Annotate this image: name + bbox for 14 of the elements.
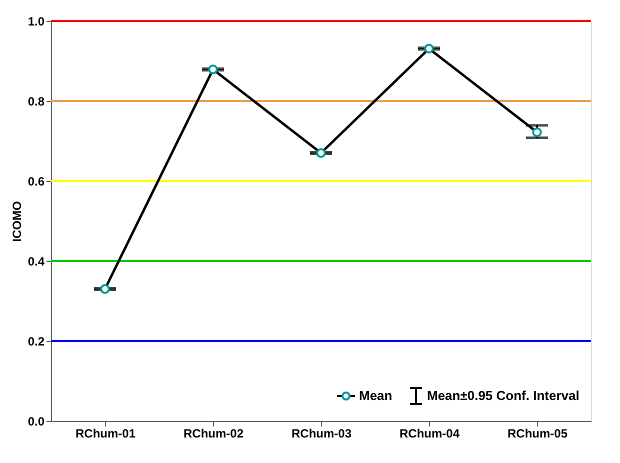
x-tick-label: RChum-01 xyxy=(75,426,136,440)
y-axis-title: ICOMO xyxy=(10,201,24,242)
annotation: Mean±0.95 Conf. Interval xyxy=(427,388,580,403)
y-tick-label: 0.4 xyxy=(28,254,45,268)
y-tick-label: 0.6 xyxy=(28,174,45,188)
x-tick-label: RChum-05 xyxy=(507,426,568,440)
y-tick-label: 0.2 xyxy=(28,334,45,348)
x-tick-label: RChum-03 xyxy=(291,426,352,440)
y-tick-label: 1.0 xyxy=(28,14,45,28)
y-tick-label: 0.0 xyxy=(28,414,45,428)
y-tick-label: 0.8 xyxy=(28,94,45,108)
x-tick-label: RChum-04 xyxy=(399,426,460,440)
legend-label: Mean xyxy=(359,388,392,403)
x-tick-label: RChum-02 xyxy=(183,426,244,440)
